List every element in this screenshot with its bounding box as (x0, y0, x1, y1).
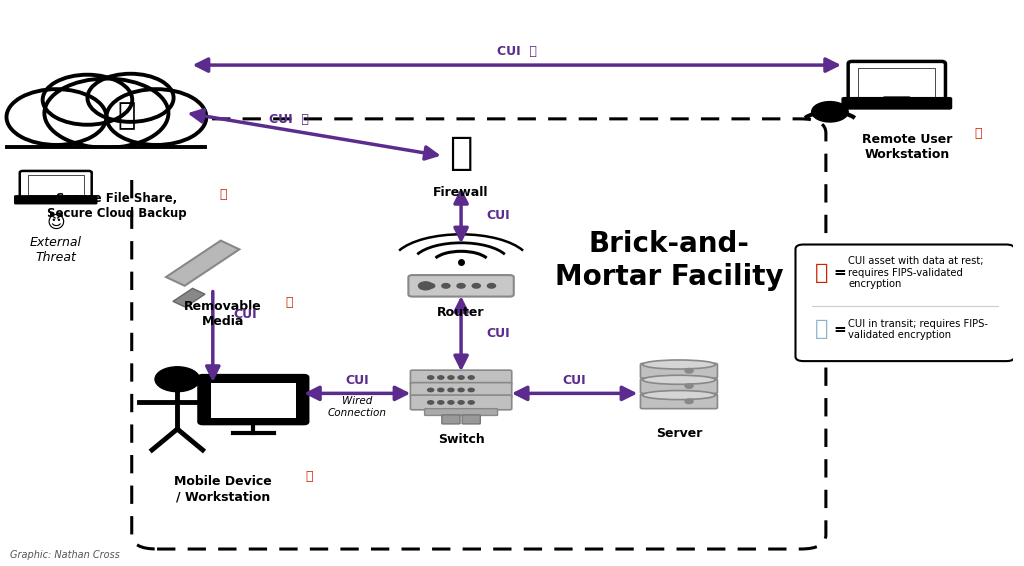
Circle shape (487, 284, 496, 288)
FancyBboxPatch shape (5, 146, 208, 171)
FancyBboxPatch shape (5, 115, 208, 148)
FancyBboxPatch shape (462, 415, 480, 424)
FancyBboxPatch shape (411, 395, 512, 410)
Circle shape (458, 376, 464, 379)
Text: Secure File Share,
Secure Cloud Backup: Secure File Share, Secure Cloud Backup (47, 192, 186, 220)
Circle shape (472, 284, 480, 288)
Circle shape (468, 376, 474, 379)
Text: 🔥: 🔥 (450, 134, 473, 172)
Text: CUI asset with data at rest;
requires FIPS-validated
encryption: CUI asset with data at rest; requires FI… (848, 256, 984, 289)
Text: CUI: CUI (486, 209, 510, 222)
FancyBboxPatch shape (441, 415, 460, 424)
FancyBboxPatch shape (411, 370, 512, 385)
Circle shape (155, 367, 200, 392)
Circle shape (685, 384, 693, 388)
Circle shape (685, 399, 693, 404)
Text: 🔒: 🔒 (815, 263, 828, 283)
FancyBboxPatch shape (848, 62, 945, 103)
Text: Graphic: Nathan Cross: Graphic: Nathan Cross (10, 550, 120, 560)
FancyBboxPatch shape (199, 375, 308, 424)
Text: Wired
Connection: Wired Connection (328, 396, 387, 418)
FancyBboxPatch shape (425, 409, 498, 415)
Text: =: = (834, 322, 847, 337)
Text: CUI  🔒: CUI 🔒 (497, 45, 537, 58)
Text: Removable
Media: Removable Media (184, 300, 262, 328)
Circle shape (43, 75, 132, 125)
Circle shape (812, 102, 848, 122)
Text: =: = (834, 265, 847, 280)
Circle shape (447, 376, 454, 379)
FancyBboxPatch shape (858, 68, 935, 97)
Circle shape (447, 388, 454, 392)
Circle shape (428, 401, 434, 404)
Circle shape (447, 401, 454, 404)
Text: Firewall: Firewall (433, 186, 488, 199)
Text: CUI: CUI (345, 374, 369, 387)
FancyBboxPatch shape (884, 97, 910, 103)
Text: CUI in transit; requires FIPS-
validated encryption: CUI in transit; requires FIPS- validated… (848, 319, 988, 340)
FancyBboxPatch shape (842, 97, 951, 109)
Circle shape (685, 368, 693, 373)
Text: 🔒: 🔒 (285, 296, 293, 309)
Ellipse shape (642, 360, 716, 369)
Circle shape (457, 284, 465, 288)
FancyBboxPatch shape (411, 383, 512, 397)
Circle shape (438, 376, 443, 379)
FancyBboxPatch shape (28, 175, 84, 195)
Text: 🔒: 🔒 (219, 188, 226, 201)
Text: Router: Router (437, 306, 484, 319)
Circle shape (44, 79, 168, 148)
FancyBboxPatch shape (640, 394, 718, 409)
Text: CUI: CUI (563, 374, 587, 387)
Ellipse shape (642, 391, 716, 400)
Text: Brick-and-
Mortar Facility: Brick-and- Mortar Facility (555, 230, 783, 290)
FancyBboxPatch shape (211, 383, 296, 418)
Circle shape (441, 284, 450, 288)
Text: CUI  🔒: CUI 🔒 (269, 113, 309, 126)
Circle shape (458, 388, 464, 392)
Text: Server: Server (655, 427, 702, 440)
Circle shape (468, 401, 474, 404)
Text: CUI: CUI (486, 327, 510, 340)
Text: Switch: Switch (437, 433, 484, 446)
FancyBboxPatch shape (19, 171, 92, 200)
Circle shape (458, 401, 464, 404)
FancyBboxPatch shape (640, 363, 718, 378)
Text: Remote User
Workstation: Remote User Workstation (862, 133, 952, 161)
Text: Mobile Device
/ Workstation: Mobile Device / Workstation (174, 475, 271, 503)
Circle shape (106, 89, 206, 145)
Circle shape (6, 89, 106, 145)
Circle shape (427, 284, 435, 288)
FancyBboxPatch shape (14, 196, 97, 204)
Circle shape (428, 376, 434, 379)
Circle shape (87, 74, 174, 122)
Circle shape (419, 282, 433, 290)
Text: 😈: 😈 (46, 215, 66, 233)
Circle shape (468, 388, 474, 392)
Circle shape (438, 401, 443, 404)
Text: External
Threat: External Threat (30, 236, 82, 264)
Circle shape (438, 388, 443, 392)
Ellipse shape (642, 375, 716, 384)
Circle shape (428, 388, 434, 392)
Text: CUI: CUI (233, 308, 257, 321)
Text: 🔒: 🔒 (305, 470, 312, 483)
Text: 🔒: 🔒 (815, 319, 828, 340)
Text: 🔒: 🔒 (118, 101, 136, 131)
FancyBboxPatch shape (796, 245, 1015, 361)
FancyBboxPatch shape (640, 379, 718, 393)
FancyBboxPatch shape (409, 275, 514, 297)
Polygon shape (166, 241, 240, 286)
Text: 🔒: 🔒 (974, 127, 982, 140)
Polygon shape (173, 288, 205, 307)
